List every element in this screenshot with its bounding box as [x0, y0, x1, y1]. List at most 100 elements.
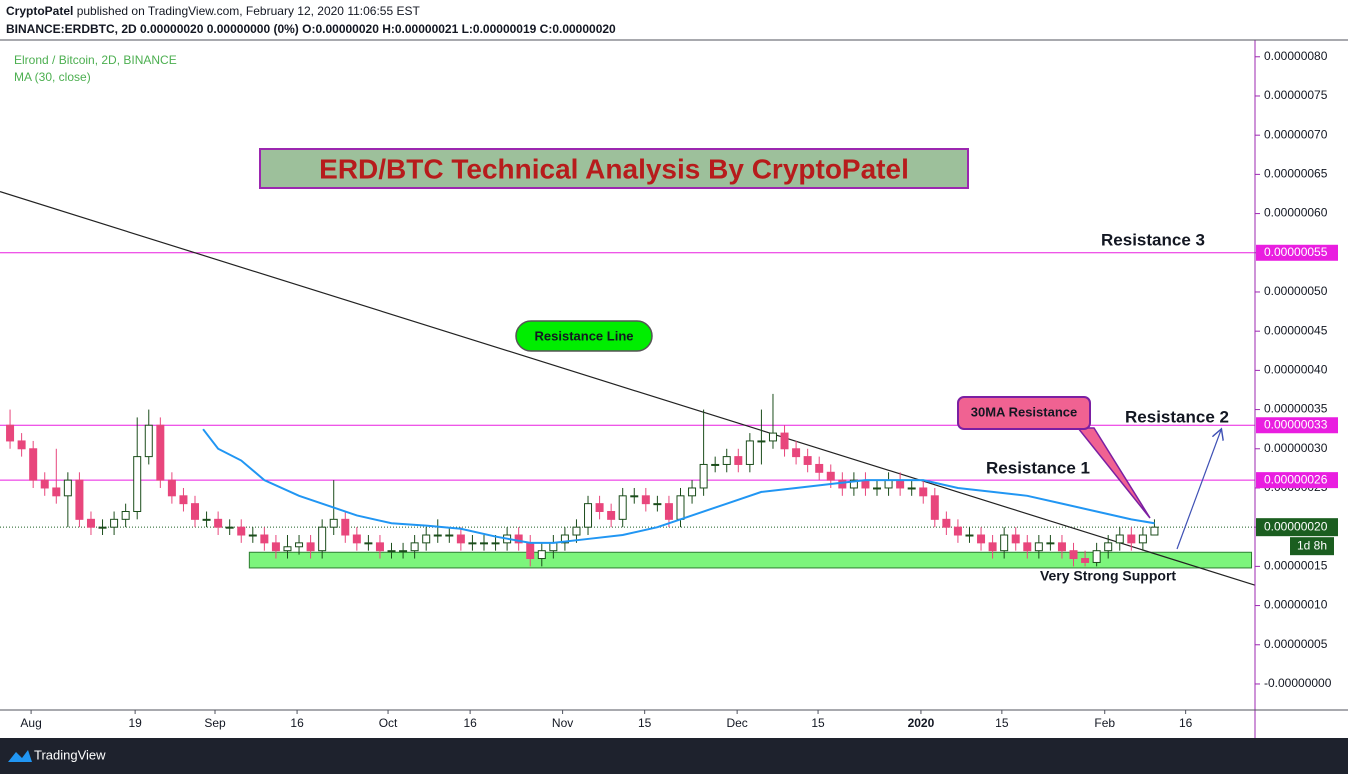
candle-body: [364, 542, 373, 545]
candle-body: [1023, 542, 1032, 552]
candle-body: [329, 518, 338, 528]
y-tick-label: 0.00000075: [1264, 88, 1328, 102]
x-tick-label: Feb: [1094, 716, 1115, 730]
resistance-line-bubble: [515, 320, 653, 352]
candle-body: [641, 495, 650, 505]
candle-body: [907, 487, 916, 490]
y-tick-label: 0.00000010: [1264, 598, 1328, 612]
candle-body: [815, 463, 824, 473]
level-price-label: 0.00000055: [1264, 245, 1328, 259]
publish-line: CryptoPatel published on TradingView.com…: [6, 4, 420, 18]
footer-text: TradingView: [34, 747, 106, 762]
candle-body: [722, 456, 731, 465]
y-tick-label: 0.00000050: [1264, 284, 1328, 298]
y-tick-label: 0.00000040: [1264, 363, 1328, 377]
last-price-label: 0.00000020: [1264, 519, 1328, 533]
candle-body: [352, 534, 361, 544]
candle-body: [560, 534, 569, 544]
candle-body: [757, 440, 766, 443]
candle-body: [1081, 558, 1090, 563]
y-tick-label: 0.00000035: [1264, 402, 1328, 416]
candle-body: [121, 510, 130, 520]
candle-body: [98, 526, 107, 529]
candle-body: [826, 471, 835, 481]
candle-body: [711, 463, 720, 466]
y-tick-label: -0.00000000: [1264, 676, 1332, 690]
x-tick-label: 19: [128, 716, 142, 730]
trendline: [0, 191, 1256, 586]
plot-layer: 0.00000080 0.00000075 0.00000070 0.00000065…: [0, 49, 1332, 730]
candle-body: [792, 448, 801, 458]
quote-line: BINANCE:ERDBTC, 2D 0.00000020 0.00000000…: [6, 22, 616, 36]
candle-body: [40, 479, 49, 489]
marks-layer: [0, 191, 1256, 586]
x-tick-label: 15: [811, 716, 825, 730]
overlay-layer: 0.00000055 0.00000033 0.00000026 0.00000020…: [1256, 244, 1338, 556]
candle-body: [479, 542, 488, 545]
candle-body: [1150, 526, 1159, 536]
level-note: Resistance 2: [1125, 407, 1229, 426]
candle-body: [399, 550, 408, 553]
candle-body: [1104, 542, 1113, 552]
candle-body: [29, 448, 38, 481]
candle-body: [179, 495, 188, 505]
candle-body: [1069, 550, 1078, 560]
candle-body: [1138, 534, 1147, 544]
x-tick-label: 16: [290, 716, 304, 730]
y-tick-label: 0.00000015: [1264, 559, 1328, 573]
resistance-line-label: Resistance Line: [535, 328, 634, 343]
candle-body: [75, 479, 84, 520]
candle-body: [584, 503, 593, 528]
candle-body: [1000, 534, 1009, 552]
candle-body: [133, 456, 142, 512]
candle-body: [607, 510, 616, 520]
candle-body: [780, 432, 789, 450]
candle-body: [52, 487, 61, 497]
candle-body: [549, 542, 558, 552]
candle-body: [664, 503, 673, 520]
candle-body: [17, 440, 26, 450]
candle-body: [653, 503, 662, 506]
candle-body: [86, 518, 95, 528]
candle-body: [1092, 550, 1101, 563]
candle-body: [803, 456, 812, 465]
candle-body: [341, 518, 350, 536]
countdown-label: 1d 8h: [1297, 538, 1327, 552]
candle-body: [977, 534, 986, 544]
candle-body: [572, 526, 581, 536]
candle-body: [283, 546, 292, 552]
candle-body: [745, 440, 754, 465]
x-tick-label: 15: [638, 716, 652, 730]
candle-body: [514, 534, 523, 544]
footer-logo: [8, 750, 32, 762]
level-price-box: [1256, 244, 1338, 261]
level-price-label: 0.00000026: [1264, 472, 1328, 486]
y-tick-label: 0.00000065: [1264, 167, 1328, 181]
level-price-box: [1256, 417, 1338, 434]
x-tick-label: 15: [995, 716, 1009, 730]
symbol-legend: Elrond / Bitcoin, 2D, BINANCE: [14, 53, 177, 67]
countdown-box: [1290, 537, 1334, 556]
candle-body: [271, 542, 280, 552]
candle-body: [1115, 534, 1124, 544]
candle-body: [526, 542, 535, 560]
chart-title: ERD/BTC Technical Analysis By CryptoPate…: [319, 153, 909, 184]
candle-body: [1057, 542, 1066, 552]
candle-body: [595, 503, 604, 512]
candle-body: [618, 495, 627, 520]
level-price-label: 0.00000033: [1264, 417, 1328, 431]
y-tick-label: 0.00000005: [1264, 637, 1328, 651]
candle-body: [1034, 542, 1043, 552]
candle-body: [110, 518, 119, 528]
x-tick-label: 16: [1179, 716, 1193, 730]
author: CryptoPatel: [6, 4, 73, 18]
candle-body: [260, 534, 269, 544]
x-tick-label: 2020: [908, 716, 935, 730]
candle-body: [988, 542, 997, 552]
candle-body: [387, 550, 396, 553]
candle-body: [202, 518, 211, 521]
candle-body: [306, 542, 315, 552]
candle-body: [965, 534, 974, 537]
